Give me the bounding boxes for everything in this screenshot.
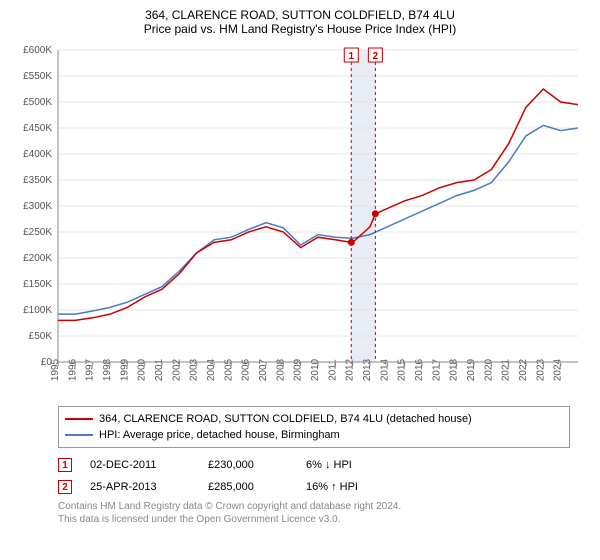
- sale-delta: 6% ↓ HPI: [306, 459, 406, 471]
- sale-marker: 2: [58, 480, 72, 494]
- y-axis-label: £200K: [23, 253, 52, 264]
- y-axis-label: £450K: [23, 123, 52, 134]
- page-subtitle: Price paid vs. HM Land Registry's House …: [10, 22, 590, 36]
- legend-item: 364, CLARENCE ROAD, SUTTON COLDFIELD, B7…: [65, 411, 563, 427]
- y-axis-label: £400K: [23, 149, 52, 160]
- sale-marker: 1: [58, 458, 72, 472]
- legend-item: HPI: Average price, detached house, Birm…: [65, 427, 563, 443]
- y-axis-label: £250K: [23, 227, 52, 238]
- attribution: Contains HM Land Registry data © Crown c…: [58, 500, 570, 526]
- legend-swatch: [65, 418, 93, 420]
- sale-date: 25-APR-2013: [90, 481, 190, 493]
- y-axis-label: £100K: [23, 305, 52, 316]
- y-axis-label: £600K: [23, 45, 52, 56]
- legend: 364, CLARENCE ROAD, SUTTON COLDFIELD, B7…: [58, 406, 570, 448]
- sale-date: 02-DEC-2011: [90, 459, 190, 471]
- price-chart: £0£50K£100K£150K£200K£250K£300K£350K£400…: [10, 42, 590, 402]
- sale-price: £230,000: [208, 459, 288, 471]
- y-axis-label: £150K: [23, 279, 52, 290]
- sale-delta: 16% ↑ HPI: [306, 481, 406, 493]
- chart-marker-label: 2: [373, 51, 379, 62]
- y-axis-label: £500K: [23, 97, 52, 108]
- legend-label: HPI: Average price, detached house, Birm…: [99, 429, 340, 441]
- legend-label: 364, CLARENCE ROAD, SUTTON COLDFIELD, B7…: [99, 413, 472, 425]
- y-axis-label: £350K: [23, 175, 52, 186]
- sale-row: 1 02-DEC-2011 £230,000 6% ↓ HPI: [58, 454, 570, 476]
- y-axis-label: £50K: [29, 331, 53, 342]
- sales-table: 1 02-DEC-2011 £230,000 6% ↓ HPI 2 25-APR-2013…: [58, 454, 570, 498]
- chart-marker-label: 1: [348, 51, 354, 62]
- sale-price: £285,000: [208, 481, 288, 493]
- attribution-line: Contains HM Land Registry data © Crown c…: [58, 500, 570, 513]
- attribution-line: This data is licensed under the Open Gov…: [58, 513, 570, 526]
- legend-swatch: [65, 434, 93, 436]
- y-axis-label: £300K: [23, 201, 52, 212]
- page-title: 364, CLARENCE ROAD, SUTTON COLDFIELD, B7…: [10, 8, 590, 22]
- y-axis-label: £550K: [23, 71, 52, 82]
- sale-row: 2 25-APR-2013 £285,000 16% ↑ HPI: [58, 476, 570, 498]
